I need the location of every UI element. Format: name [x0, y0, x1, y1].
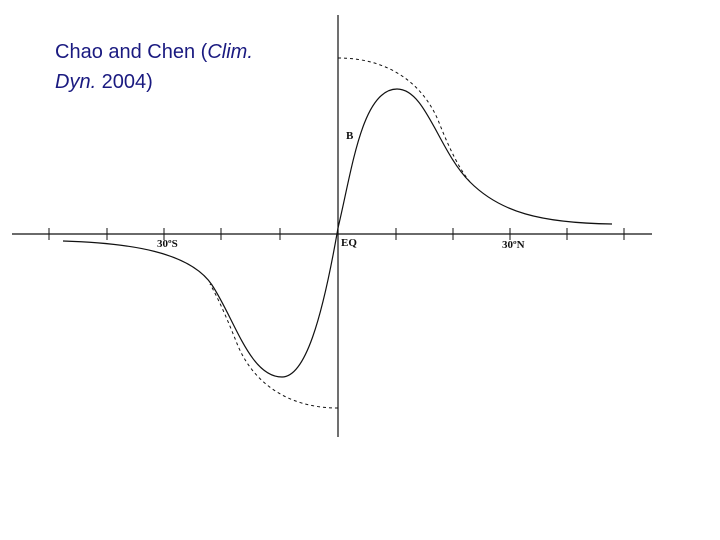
citation-year: 2004)	[96, 71, 153, 93]
label-30s: 30ºS	[157, 238, 178, 250]
citation-text: Chao and Chen (Clim. Dyn. 2004)	[55, 37, 253, 97]
citation-authors: Chao and Chen (	[55, 41, 208, 63]
solid-profile-curve	[62, 88, 613, 378]
label-30n: 30ºN	[502, 239, 525, 251]
axis-ticks	[48, 228, 625, 240]
label-b: B	[346, 130, 354, 142]
citation-journal-b: Dyn.	[55, 71, 97, 93]
citation-journal-a: Clim.	[207, 41, 253, 63]
label-eq: EQ	[341, 237, 357, 249]
dashed-reference-curve	[209, 57, 471, 409]
